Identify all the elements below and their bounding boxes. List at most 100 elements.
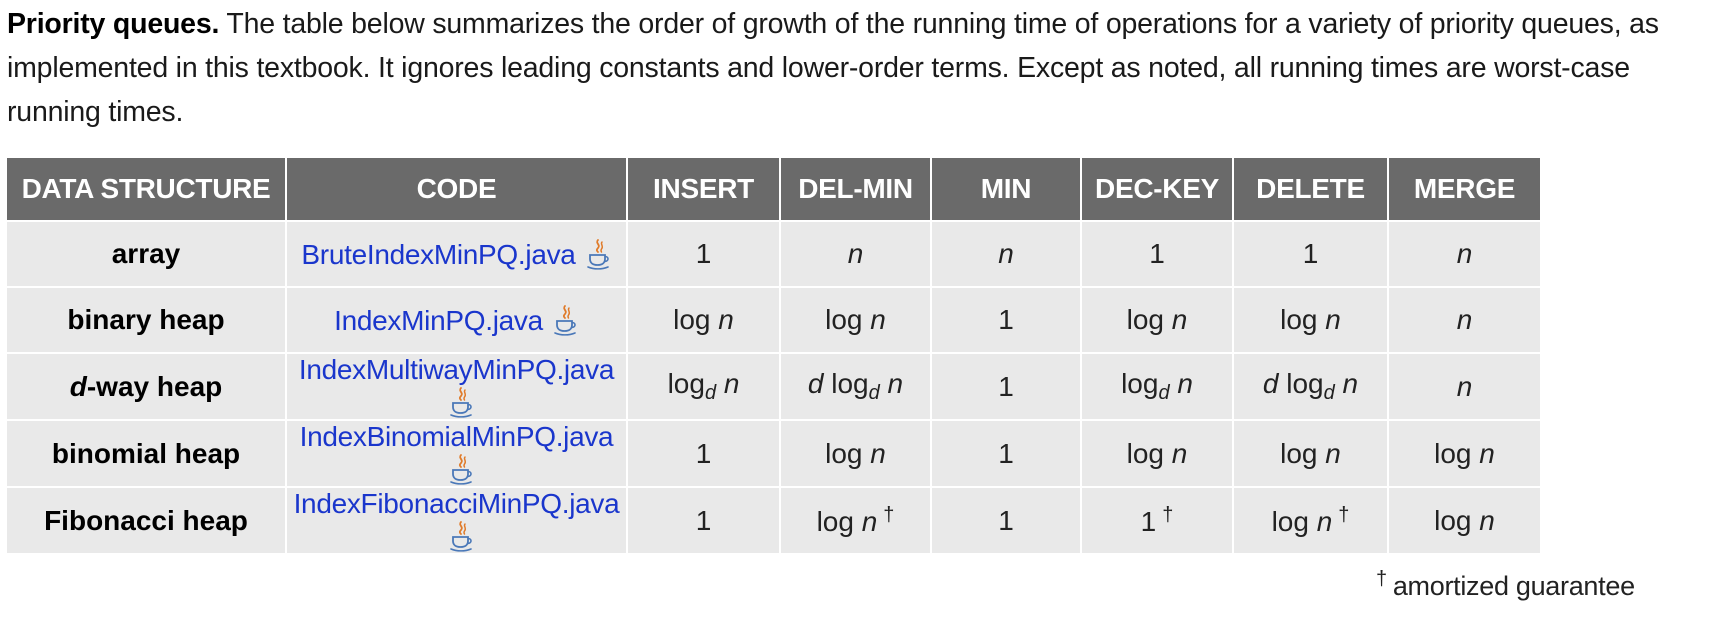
cell-merge: log n: [1389, 488, 1542, 555]
cell-value: n: [887, 368, 904, 399]
cell-dec-key: 1: [1082, 222, 1234, 288]
table-row: array BruteIndexMinPQ.java 1 n n 1 1 n: [7, 222, 1542, 288]
header-data-structure: DATA STRUCTURE: [7, 158, 287, 222]
cell-dec-key: logd n: [1082, 354, 1234, 421]
cell-insert: 1: [628, 421, 781, 488]
cell-value: n: [1456, 304, 1473, 335]
cell-value: n: [1171, 304, 1188, 335]
cell-code: IndexBinomialMinPQ.java: [287, 421, 628, 488]
cell-function: log: [1280, 437, 1326, 469]
cell-value: 1: [998, 437, 1014, 469]
header-delete: DELETE: [1234, 158, 1389, 222]
cell-value: 1: [695, 437, 712, 469]
amortized-dagger: †: [883, 503, 895, 526]
code-link[interactable]: IndexMinPQ.java: [334, 304, 543, 336]
footnote-dagger: †: [1376, 568, 1387, 590]
cell-value: 1: [998, 504, 1014, 536]
java-coffee-cup-icon[interactable]: [449, 453, 475, 485]
cell-merge: n: [1389, 354, 1542, 421]
cell-min: n: [932, 222, 1082, 288]
priority-queue-table: DATA STRUCTURE CODE INSERT DEL-MIN MIN D…: [7, 158, 1542, 555]
java-coffee-cup-icon[interactable]: [553, 304, 579, 336]
code-link[interactable]: IndexBinomialMinPQ.java: [299, 421, 614, 452]
cell-delete: log n †: [1234, 488, 1389, 555]
cell-function: log: [1434, 504, 1480, 536]
cell-log-base: d: [1323, 382, 1335, 404]
cell-function: log: [1286, 368, 1324, 399]
cell-function: log: [1280, 304, 1326, 335]
header-del-min: DEL-MIN: [781, 158, 932, 222]
cell-code: IndexMinPQ.java: [287, 288, 628, 354]
cell-value: n: [847, 238, 864, 269]
intro-text: The table below summarizes the order of …: [7, 8, 1659, 128]
cell-value: 1: [695, 238, 712, 269]
cell-del-min: log n: [781, 421, 932, 488]
cell-code: BruteIndexMinPQ.java: [287, 222, 628, 288]
cell-value: n: [1325, 437, 1341, 469]
cell-log-base: d: [868, 382, 880, 404]
code-link[interactable]: IndexFibonacciMinPQ.java: [293, 488, 620, 519]
cell-function: log: [667, 368, 705, 399]
cell-function: log: [816, 505, 862, 537]
code-link[interactable]: BruteIndexMinPQ.java: [301, 238, 576, 270]
cell-code: IndexFibonacciMinPQ.java: [287, 488, 628, 555]
cell-value: n: [1325, 304, 1341, 335]
cell-function: log: [1126, 304, 1172, 335]
cell-dec-key: log n: [1082, 288, 1234, 354]
cell-del-min: n: [781, 222, 932, 288]
amortized-dagger: †: [1162, 503, 1174, 526]
intro-heading: Priority queues.: [7, 8, 220, 40]
header-merge: MERGE: [1389, 158, 1542, 222]
cell-function: log: [1121, 368, 1159, 399]
cell-merge: n: [1389, 222, 1542, 288]
cell-min: 1: [932, 354, 1082, 421]
header-insert: INSERT: [628, 158, 781, 222]
header-code: CODE: [287, 158, 628, 222]
cell-value: 1: [1140, 505, 1157, 537]
footnote-text: amortized guarantee: [1392, 571, 1635, 601]
cell-data-structure: array: [7, 222, 287, 288]
cell-value: 1: [1302, 238, 1319, 269]
cell-function: log: [1126, 437, 1172, 469]
cell-insert: log n: [628, 288, 781, 354]
cell-data-structure: d-way heap: [7, 354, 287, 421]
cell-del-min: d logd n: [781, 354, 932, 421]
table-body: array BruteIndexMinPQ.java 1 n n 1 1 n binary he…: [7, 222, 1542, 555]
cell-insert: 1: [628, 222, 781, 288]
java-coffee-cup-icon[interactable]: [449, 520, 475, 552]
table-row: binary heap IndexMinPQ.java log n log n 1 log…: [7, 288, 1542, 354]
cell-coefficient: d: [807, 368, 824, 399]
cell-value: n: [1479, 504, 1495, 536]
java-coffee-cup-icon[interactable]: [449, 386, 475, 418]
cell-code: IndexMultiwayMinPQ.java: [287, 354, 628, 421]
cell-value: 1: [695, 504, 712, 536]
cell-merge: log n: [1389, 421, 1542, 488]
cell-value: n: [723, 368, 740, 399]
cell-value: n: [870, 437, 886, 469]
cell-dec-key: 1 †: [1082, 488, 1234, 555]
cell-function: log: [825, 437, 871, 469]
cell-value: n: [998, 238, 1014, 269]
cell-value: n: [861, 505, 878, 537]
cell-delete: log n: [1234, 288, 1389, 354]
cell-function: log: [1434, 437, 1480, 469]
code-link[interactable]: IndexMultiwayMinPQ.java: [298, 354, 615, 385]
java-coffee-cup-icon[interactable]: [586, 238, 612, 270]
cell-coefficient: d: [1262, 368, 1279, 399]
cell-min: 1: [932, 421, 1082, 488]
data-structure-name: binomial heap: [51, 437, 241, 469]
cell-del-min: log n †: [781, 488, 932, 555]
data-structure-name: -way heap: [86, 370, 223, 402]
cell-delete: 1: [1234, 222, 1389, 288]
table-header-row: DATA STRUCTURE CODE INSERT DEL-MIN MIN D…: [7, 158, 1542, 222]
cell-delete: log n: [1234, 421, 1389, 488]
cell-value: n: [870, 304, 886, 335]
cell-data-structure: Fibonacci heap: [7, 488, 287, 555]
cell-value: n: [1177, 368, 1193, 399]
cell-dec-key: log n: [1082, 421, 1234, 488]
intro-paragraph: Priority queues. The table below summari…: [7, 2, 1707, 134]
cell-value: 1: [998, 370, 1014, 402]
cell-function: log: [673, 304, 719, 335]
cell-function: log: [831, 368, 869, 399]
